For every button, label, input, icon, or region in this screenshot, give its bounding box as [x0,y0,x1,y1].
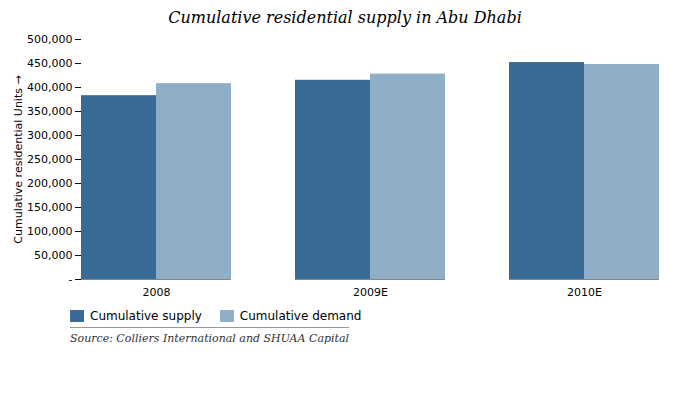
svg-text:2010E: 2010E [567,286,602,299]
svg-text:Cumulative residential Units →: Cumulative residential Units → [12,75,25,243]
svg-text:-: - [69,273,73,286]
svg-text:250,000: 250,000 [27,153,73,166]
svg-text:2009E: 2009E [353,286,388,299]
html-text:Source: Colliers International: Source: Colliers International and SHUAA… [70,332,349,345]
html-text:Cumulative supply: Cumulative supply [90,309,202,323]
html-text:Cumulative residential supply: Cumulative residential supply in Abu Dha… [168,8,522,27]
svg-text:150,000: 150,000 [27,201,73,214]
svg-text:100,000: 100,000 [27,225,73,238]
svg-text:500,000: 500,000 [27,33,73,46]
svg-text:400,000: 400,000 [27,81,73,94]
svg-text:300,000: 300,000 [27,129,73,142]
svg-text:2008: 2008 [143,286,171,299]
svg-text:200,000: 200,000 [27,177,73,190]
svg-text:50,000: 50,000 [34,249,73,262]
svg-text:350,000: 350,000 [27,105,73,118]
html-text:Cumulative demand: Cumulative demand [239,309,362,323]
svg-text:450,000: 450,000 [27,57,73,70]
